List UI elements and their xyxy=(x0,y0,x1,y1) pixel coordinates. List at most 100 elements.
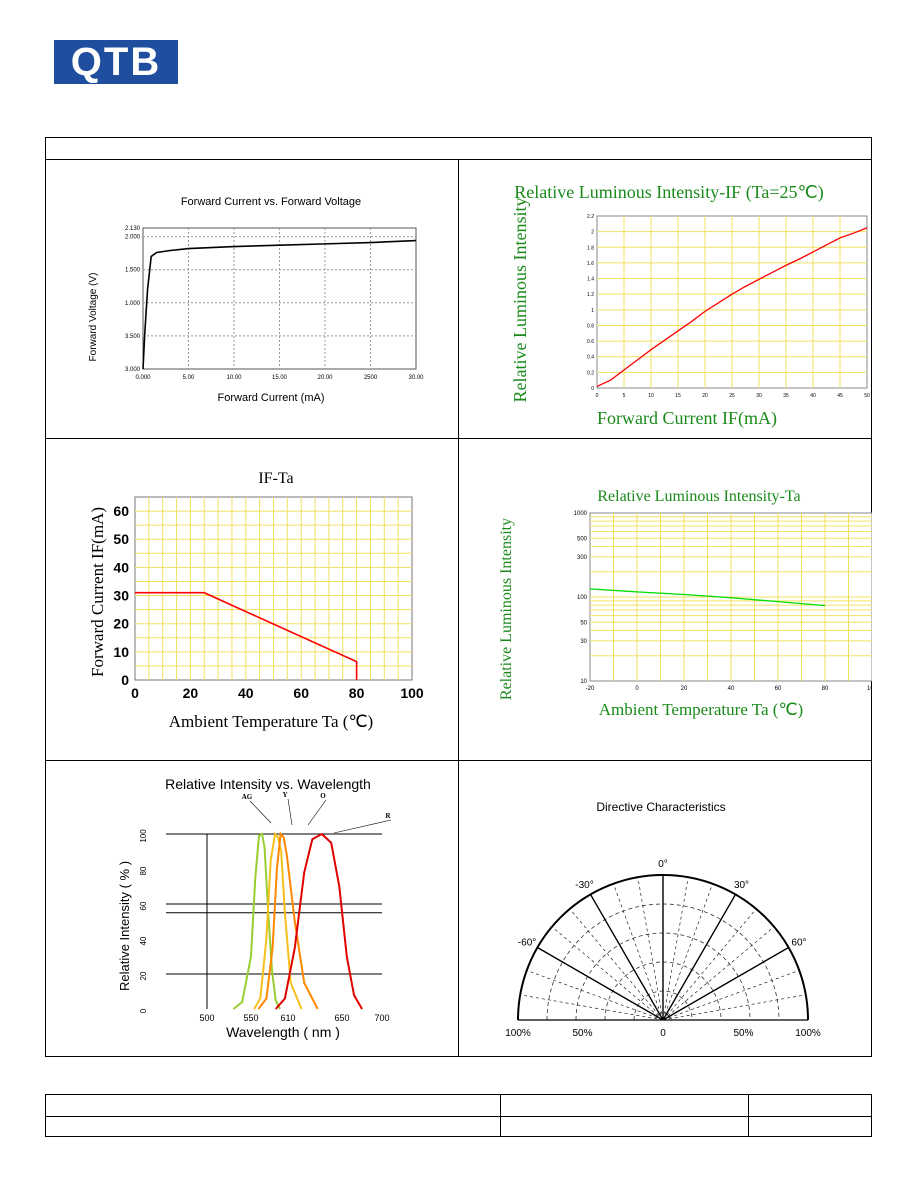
rli-ylabel: Relative Luminous Intensity xyxy=(510,198,530,403)
fv-ytick-label: 1.000 xyxy=(125,301,141,307)
rli-title: Relative Luminous Intensity-IF (Ta=25℃) xyxy=(514,182,824,203)
wl-xtick-label: 500 xyxy=(199,1013,214,1023)
dir-radial-label: 50% xyxy=(572,1028,592,1039)
rlta-xtick-label: 40 xyxy=(728,686,735,692)
dir-ring xyxy=(604,961,722,1021)
rli-xtick-label: 35 xyxy=(783,393,789,399)
ifta-ytick-label: 60 xyxy=(113,503,129,519)
dir-spoke xyxy=(637,877,664,1021)
rli-xtick-label: 20 xyxy=(702,393,708,399)
dir-spoke xyxy=(662,883,713,1021)
wl-chart: Relative Intensity vs. Wavelength Wavele… xyxy=(117,776,391,1040)
rlta-ytick-label: 30 xyxy=(580,639,587,645)
dir-angle-label: 0° xyxy=(658,859,668,870)
ifta-ytick-label: 0 xyxy=(121,672,129,688)
rlta-series-line xyxy=(589,588,826,607)
wl-curve-leader xyxy=(287,798,293,826)
dir-radial-label: 50% xyxy=(733,1028,753,1039)
wl-ytick-label: 60 xyxy=(139,901,148,910)
dir-angle-label: 30° xyxy=(734,880,749,891)
panel-rlta: Relative Luminous Intensity-Ta Ambient T… xyxy=(459,439,872,759)
fv-xtick-label: 5.00 xyxy=(183,375,195,381)
rli-ytick-label: 0.8 xyxy=(587,323,594,329)
wl-plot-area: 0 20 40 60 80 100 500 550 610 650 700 AG Y O R xyxy=(139,791,391,1023)
rlta-xtick-label: 60 xyxy=(775,686,782,692)
dir-spoke xyxy=(662,926,775,1021)
wl-xtick-label: 700 xyxy=(374,1013,389,1023)
dir-spoke xyxy=(662,894,737,1021)
fv-ytick-label: 3.500 xyxy=(125,334,141,340)
wl-curve-label: Y xyxy=(282,791,287,799)
fv-ytick-label: 2.000 xyxy=(125,235,141,241)
fv-xtick-label: 20.00 xyxy=(317,375,333,381)
rlta-ytick-label: 50 xyxy=(580,620,587,626)
fv-series-line xyxy=(142,239,417,370)
rli-ytick-label: 0.6 xyxy=(587,339,594,345)
rli-ytick-label: 0.2 xyxy=(587,370,594,376)
ifta-xtick-label: 60 xyxy=(293,685,309,701)
rlta-xtick-label: 100 xyxy=(867,686,872,692)
ifta-ytick-label: 10 xyxy=(113,644,129,660)
panel-ifta: IF-Ta Ambient Temperature Ta (℃) Forward… xyxy=(46,439,458,759)
wl-ytick-label: 100 xyxy=(139,829,148,843)
fv-xtick-label: 30.00 xyxy=(408,375,424,381)
fv-ytick-label: 3.000 xyxy=(125,367,141,373)
fv-ytick-label: 2.130 xyxy=(125,226,141,232)
wl-ytick-label: 80 xyxy=(139,866,148,875)
ifta-xtick-label: 20 xyxy=(183,685,199,701)
dir-plot-area: 0° -30° 30° -60° 60° 100% 50% 0 50% 100% xyxy=(505,859,821,1039)
dir-spoke xyxy=(526,970,664,1021)
ifta-ytick-label: 40 xyxy=(113,559,129,575)
wl-ytick-label: 40 xyxy=(139,936,148,945)
wl-series-AG xyxy=(232,832,281,1010)
wl-series-R xyxy=(274,832,363,1010)
fv-ylabel: Forward Voltage (V) xyxy=(88,273,99,362)
dir-chart: Directive Characteristics 0° -30° 30° -60° 6… xyxy=(505,800,821,1039)
dir-spoke xyxy=(537,946,664,1021)
fv-xtick-label: 10.00 xyxy=(226,375,242,381)
rli-xtick-label: 15 xyxy=(675,393,681,399)
ifta-chart: IF-Ta Ambient Temperature Ta (℃) Forward… xyxy=(88,470,424,731)
dir-spoke xyxy=(662,946,789,1021)
wl-ylabel: Relative Intensity ( % ) xyxy=(117,861,132,991)
ifta-ytick-label: 20 xyxy=(113,616,129,632)
rli-xtick-label: 5 xyxy=(623,393,626,399)
ifta-xlabel: Ambient Temperature Ta (℃) xyxy=(169,712,373,731)
ifta-ylabel: Forward Current IF(mA) xyxy=(88,507,107,677)
rlta-ytick-label: 300 xyxy=(577,555,588,561)
dir-spoke xyxy=(662,970,800,1021)
fv-xtick-label: 0.000 xyxy=(135,375,151,381)
dir-radial-label: 100% xyxy=(795,1028,821,1039)
fv-chart: Forward Current vs. Forward Voltage Forw… xyxy=(88,196,424,404)
panel-dir: Directive Characteristics 0° -30° 30° -60° 6… xyxy=(459,761,872,1056)
rli-ytick-label: 1.2 xyxy=(587,292,594,298)
rli-ytick-label: 1.8 xyxy=(587,245,594,251)
footer-row-divider xyxy=(46,1116,871,1117)
rlta-ylabel: Relative Luminous Intensity xyxy=(498,518,515,700)
dir-spoke xyxy=(589,894,664,1021)
rlta-xlabel: Ambient Temperature Ta (℃) xyxy=(599,700,803,719)
rli-ytick-label: 2.2 xyxy=(587,214,594,220)
dir-angle-label: -30° xyxy=(575,880,593,891)
rlta-chart: Relative Luminous Intensity-Ta Ambient T… xyxy=(498,488,872,719)
rli-xtick-label: 0 xyxy=(596,393,599,399)
rlta-ytick-label: 1000 xyxy=(574,511,588,517)
wl-xtick-label: 610 xyxy=(280,1013,295,1023)
dir-spoke xyxy=(662,877,689,1021)
dir-spoke xyxy=(569,908,664,1021)
dir-radial-label: 100% xyxy=(505,1028,531,1039)
rlta-ytick-label: 500 xyxy=(577,536,588,542)
fv-xlabel: Forward Current (mA) xyxy=(218,392,325,404)
dir-radial-label: 0 xyxy=(660,1028,666,1039)
fv-ytick-label: 1.500 xyxy=(125,268,141,274)
rli-xtick-label: 10 xyxy=(648,393,654,399)
ifta-series-line xyxy=(135,591,358,680)
dir-spoke xyxy=(551,926,664,1021)
rli-xtick-label: 30 xyxy=(756,393,762,399)
column-divider xyxy=(458,159,459,1056)
wl-xlabel: Wavelength ( nm ) xyxy=(226,1024,340,1040)
dir-title: Directive Characteristics xyxy=(596,800,725,814)
rli-ytick-label: 1.4 xyxy=(587,277,594,283)
fv-plot-area: 0.000 5.00 10.00 15.00 20.00 2500 30.00 3.000 3.… xyxy=(125,226,424,381)
wl-curve-label: AG xyxy=(242,793,253,801)
